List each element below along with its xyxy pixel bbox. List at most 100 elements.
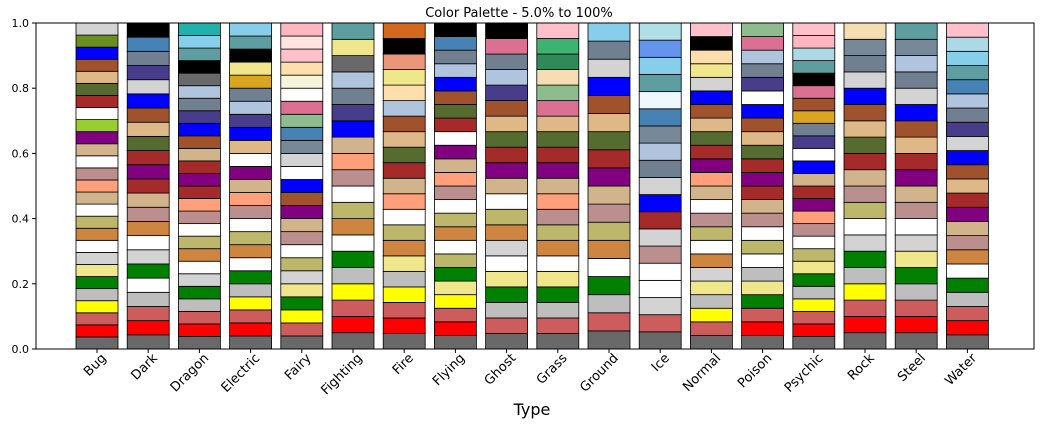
bar-segment [280,231,324,246]
bar-segment [75,179,119,193]
bar-segment [690,49,733,65]
stacked-bar-fairy [280,22,324,350]
bar-segment [792,198,836,212]
bar-segment [331,283,375,301]
bar-segment [229,22,273,37]
y-tick-label: 1.0 [12,17,30,30]
bar-segment [433,131,477,146]
stacked-bar-water [946,22,989,350]
bar-segment [75,336,119,350]
bar-segment [741,76,784,92]
bar-segment [126,306,170,322]
bar-segment [485,100,529,117]
bar-segment [485,22,529,39]
bar-segment [638,39,682,58]
bar-segment [638,297,682,316]
bar-segment [894,332,938,350]
bar-segment [843,315,887,334]
chart-title: Color Palette - 5.0% to 100% [425,6,613,21]
bar-segment [946,22,989,38]
y-tick-label: 0.8 [12,82,30,95]
bar-segment [792,298,836,312]
bar-segment [741,36,784,51]
bar-segment [177,235,221,250]
bar-segment [382,100,426,117]
bar-segment [536,38,580,55]
bar-segment [792,235,836,250]
bar-segment [126,263,170,279]
bar-segment [485,69,529,86]
bar-segment [638,262,682,281]
bar-segment [792,60,836,74]
stacked-bar-grass [536,22,580,350]
bar-segment [741,117,784,133]
bar-segment [177,135,221,149]
bar-segment [638,211,682,230]
bar-segment [946,135,989,151]
stacked-bar-flying [433,22,477,350]
stacked-bar-psychic [792,22,836,350]
bar-segment [894,136,938,154]
bar-segment [741,294,784,309]
bar-segment [536,239,580,257]
bar-segment [331,104,375,122]
bar-segment [638,22,682,41]
bar-segment [894,169,938,187]
bar-segment [229,139,273,154]
bar-segment [331,22,375,40]
bar-segment [126,178,170,194]
bar-segment [638,331,682,350]
bar-segment [587,113,631,133]
bar-segment [75,82,119,96]
bar-segment [638,74,682,93]
bar-segment [536,146,580,164]
bar-segment [75,95,119,108]
bar-segment [843,104,887,122]
bar-segment [690,144,733,160]
bar-segment [792,47,836,62]
bar-segment [690,239,733,255]
stacked-bar-ground [587,22,631,350]
bar-segment [280,152,324,167]
bar-segment [229,179,273,193]
bar-segment [946,36,989,52]
bar-segment [741,199,784,214]
bar-segment [75,191,119,205]
bar-segment [792,147,836,162]
bar-segment [126,334,170,350]
bar-segment [894,71,938,89]
bar-segment [433,185,477,200]
bar-segment [843,71,887,89]
bar-segment [433,76,477,92]
bar-segment [536,22,580,39]
bar-segment [382,131,426,148]
bar-segment [946,277,989,293]
bar-segment [485,193,529,210]
bar-segment [792,160,836,174]
bar-segment [126,121,170,137]
bar-segment [382,255,426,272]
bar-segment [741,226,784,241]
x-axis-label: Type [513,400,551,419]
bar-segment [587,239,631,259]
bar-segment [587,95,631,114]
bar-segment [587,22,631,42]
bar-segment [485,84,529,102]
bar-segment [229,113,273,128]
bar-segment [382,208,426,226]
bar-segment [946,121,989,137]
bar-segment [485,115,529,133]
bar-segment [843,38,887,56]
bar-segment [229,218,273,233]
y-tick-label: 0.2 [12,278,30,291]
bar-segment [433,172,477,187]
bar-segment [75,155,119,169]
bar-segment [177,285,221,300]
bar-segment [229,126,273,141]
bar-segment [587,185,631,205]
bar-segment [741,280,784,296]
bar-segment [843,55,887,73]
bar-segment [792,110,836,124]
bar-segment [280,270,324,285]
bar-segment [382,84,426,102]
